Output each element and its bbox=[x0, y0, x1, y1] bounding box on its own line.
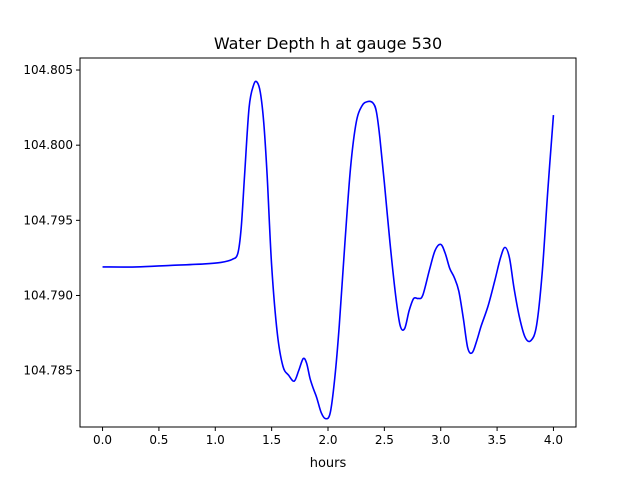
chart-title: Water Depth h at gauge 530 bbox=[214, 34, 442, 53]
x-tick-label: 0.0 bbox=[93, 433, 112, 447]
plot-area bbox=[102, 80, 555, 420]
x-tick-label: 0.5 bbox=[149, 433, 168, 447]
y-axis: 104.785 104.790 104.795 104.800 104.805 bbox=[23, 63, 80, 378]
x-tick-label: 4.0 bbox=[544, 433, 563, 447]
x-axis: 0.0 0.5 1.0 1.5 2.0 2.5 3.0 3.5 4.0 bbox=[93, 427, 563, 447]
x-tick-label: 2.5 bbox=[375, 433, 394, 447]
y-tick-label: 104.785 bbox=[23, 364, 73, 378]
x-tick-label: 3.5 bbox=[488, 433, 507, 447]
y-tick-label: 104.805 bbox=[23, 63, 73, 77]
x-tick-label: 1.0 bbox=[206, 433, 225, 447]
y-tick-label: 104.790 bbox=[23, 288, 73, 302]
series-line bbox=[102, 80, 555, 420]
y-tick-label: 104.795 bbox=[23, 213, 73, 227]
x-tick-label: 2.0 bbox=[318, 433, 337, 447]
y-tick-label: 104.800 bbox=[23, 138, 73, 152]
x-tick-label: 3.0 bbox=[431, 433, 450, 447]
x-tick-label: 1.5 bbox=[262, 433, 281, 447]
x-axis-label: hours bbox=[310, 456, 347, 471]
